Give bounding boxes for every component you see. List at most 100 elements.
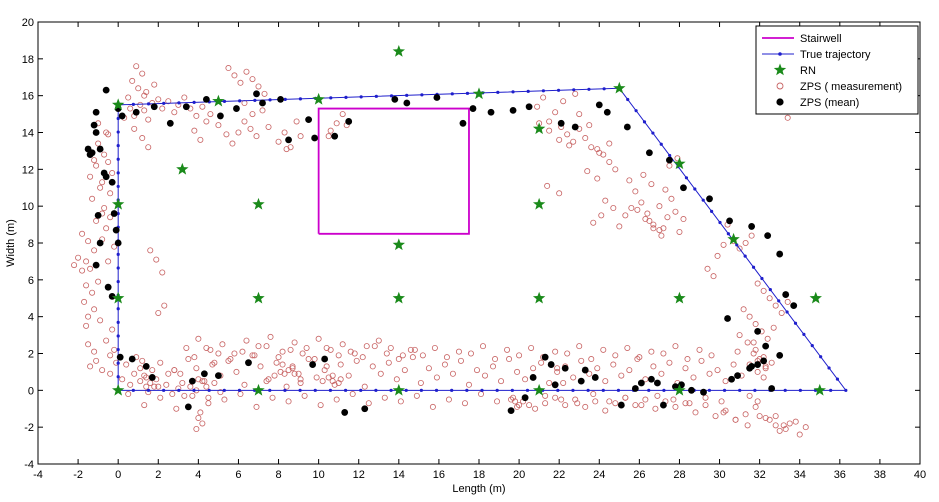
trajectory-point xyxy=(313,388,317,392)
trajectory-point xyxy=(116,184,120,189)
measurement-point xyxy=(556,190,563,197)
measurement-point xyxy=(682,400,689,407)
mean-point xyxy=(734,372,741,379)
trajectory-point xyxy=(162,388,166,392)
measurement-point xyxy=(231,72,238,79)
measurement-point xyxy=(508,396,515,403)
measurement-point xyxy=(199,420,206,427)
measurement-point xyxy=(131,125,138,132)
measurement-point xyxy=(203,344,210,351)
series-layer xyxy=(71,44,848,438)
measurement-point xyxy=(588,144,595,151)
measurement-point xyxy=(397,398,404,405)
trajectory-point xyxy=(526,89,530,93)
measurement-point xyxy=(586,122,593,129)
measurement-point xyxy=(664,214,671,221)
legend-swatch xyxy=(773,63,787,76)
trajectory-point xyxy=(735,243,739,247)
mean-point xyxy=(200,370,208,378)
measurement-point xyxy=(516,402,523,409)
measurement-point xyxy=(746,392,753,399)
trajectory-point xyxy=(626,97,630,102)
measurement-point xyxy=(494,398,501,405)
rn-star xyxy=(613,81,626,94)
measurement-point xyxy=(455,348,462,355)
measurement-point xyxy=(632,402,639,409)
measurement-point xyxy=(792,418,799,425)
mean-point xyxy=(108,293,116,300)
measurement-point xyxy=(365,400,372,407)
measurement-point xyxy=(656,203,663,210)
measurement-point xyxy=(289,363,296,370)
measurement-point xyxy=(333,120,340,127)
measurement-point xyxy=(191,354,198,361)
measurement-point xyxy=(119,376,126,383)
mean-point xyxy=(142,362,150,370)
measurement-point xyxy=(642,376,649,383)
legend-item: ZPS (mean) xyxy=(776,97,859,109)
measurement-point xyxy=(209,361,216,368)
measurement-point xyxy=(221,396,228,403)
legend-label: True trajectory xyxy=(800,49,871,61)
measurement-point xyxy=(283,146,290,153)
mean-point xyxy=(782,291,790,298)
measurement-point xyxy=(431,344,438,351)
measurement-point xyxy=(297,379,304,386)
measurement-point xyxy=(311,356,318,363)
trajectory-point xyxy=(116,144,120,148)
x-tick-label: 26 xyxy=(633,469,645,481)
measurement-point xyxy=(672,208,679,215)
rn-star xyxy=(532,383,546,396)
measurement-point xyxy=(638,402,645,409)
measurement-point xyxy=(473,367,480,374)
measurement-point xyxy=(640,171,647,178)
mean-point xyxy=(217,112,224,120)
mean-point xyxy=(92,108,100,116)
measurement-point xyxy=(445,396,452,403)
measurement-point xyxy=(331,381,338,388)
measurement-point xyxy=(704,265,711,272)
trajectory-point xyxy=(328,388,333,392)
measurement-point xyxy=(602,378,609,385)
trajectory-point xyxy=(793,321,798,325)
mean-point xyxy=(102,173,110,181)
trajectory-point xyxy=(810,343,814,348)
legend-swatch xyxy=(776,98,784,106)
mean-point xyxy=(341,409,349,416)
measurement-point xyxy=(139,135,146,142)
trajectory-point xyxy=(238,99,242,103)
measurement-point xyxy=(656,227,663,234)
measurement-point xyxy=(546,118,553,125)
series-zps-mean- xyxy=(84,86,798,416)
mean-point xyxy=(647,375,655,383)
measurement-point xyxy=(155,383,162,390)
measurement-point xyxy=(139,357,146,364)
measurement-point xyxy=(193,112,200,119)
measurement-point xyxy=(658,232,665,239)
measurement-point xyxy=(542,400,549,407)
measurement-point xyxy=(85,313,92,320)
y-tick-label: 6 xyxy=(28,275,34,287)
trajectory-point xyxy=(827,366,831,370)
measurement-point xyxy=(586,370,593,377)
measurement-point xyxy=(145,144,152,151)
measurement-point xyxy=(287,144,294,151)
measurement-point xyxy=(105,131,112,138)
measurement-point xyxy=(768,359,775,366)
trajectory-point xyxy=(116,157,120,161)
measurement-point xyxy=(325,133,332,140)
measurement-point xyxy=(381,394,388,401)
measurement-point xyxy=(89,289,96,296)
measurement-point xyxy=(173,405,180,412)
x-axis-label: Length (m) xyxy=(452,483,505,495)
mean-point xyxy=(666,156,673,164)
measurement-point xyxy=(686,400,693,407)
mean-point xyxy=(184,403,192,411)
trajectory-point xyxy=(374,388,378,392)
trajectory-point xyxy=(374,94,378,98)
measurement-point xyxy=(103,129,110,136)
measurement-point xyxy=(482,372,489,379)
trajectory-point xyxy=(116,266,120,270)
rn-star xyxy=(392,383,405,396)
trajectory-point xyxy=(541,89,545,93)
